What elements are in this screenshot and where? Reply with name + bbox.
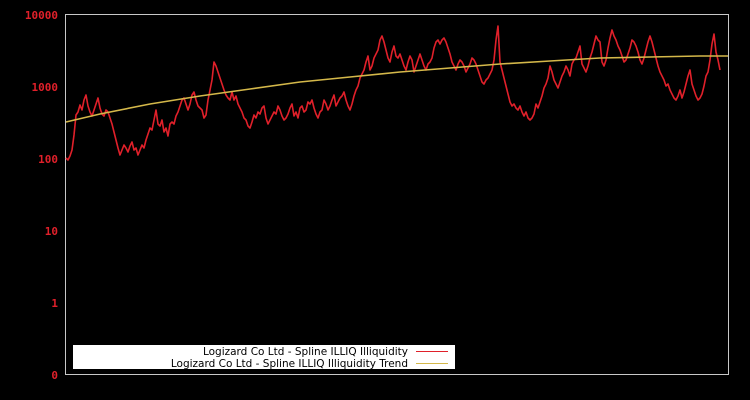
legend: Logizard Co Ltd - Spline ILLIQ Illiquidi… (73, 345, 455, 370)
legend-box (73, 345, 455, 369)
illiquidity-series-line (65, 25, 721, 161)
y-tick-100: 100 (38, 153, 58, 166)
legend-label-series: Logizard Co Ltd - Spline ILLIQ Illiquidi… (203, 346, 408, 358)
y-tick-10000: 10000 (25, 9, 58, 22)
plot-area-border (65, 14, 729, 375)
y-tick-0: 0 (51, 369, 58, 382)
legend-label-trend: Logizard Co Ltd - Spline ILLIQ Illiquidi… (171, 358, 408, 370)
y-tick-10: 10 (45, 225, 58, 238)
y-axis-labels: 10000 1000 100 10 1 0 (25, 9, 59, 382)
y-tick-1000: 1000 (32, 81, 59, 94)
y-tick-1: 1 (51, 297, 58, 310)
illiquidity-trend-line (65, 55, 728, 123)
